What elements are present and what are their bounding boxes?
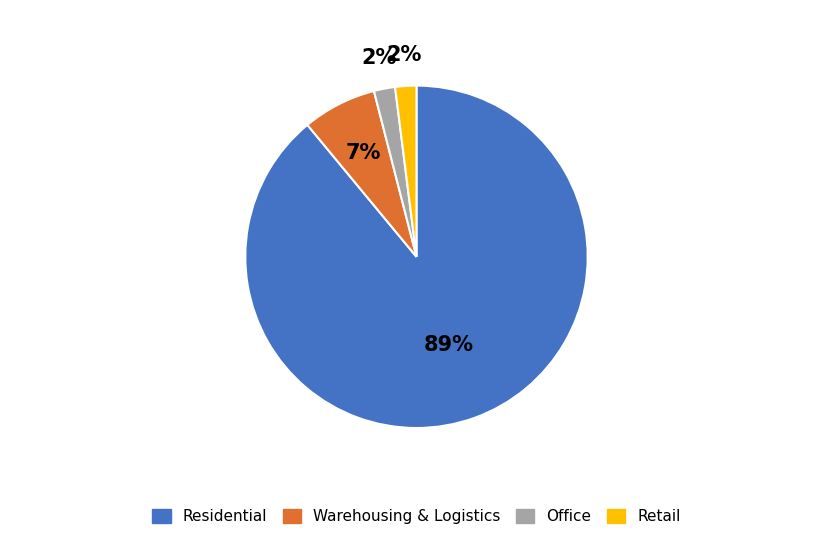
Text: 2%: 2% [361,48,397,68]
Wedge shape [395,86,416,257]
Wedge shape [374,87,416,257]
Wedge shape [307,91,416,257]
Wedge shape [245,86,588,428]
Text: 89%: 89% [423,335,473,355]
Legend: Residential, Warehousing & Logistics, Office, Retail: Residential, Warehousing & Logistics, Of… [145,501,688,532]
Text: 2%: 2% [387,45,421,65]
Text: 7%: 7% [346,143,382,163]
